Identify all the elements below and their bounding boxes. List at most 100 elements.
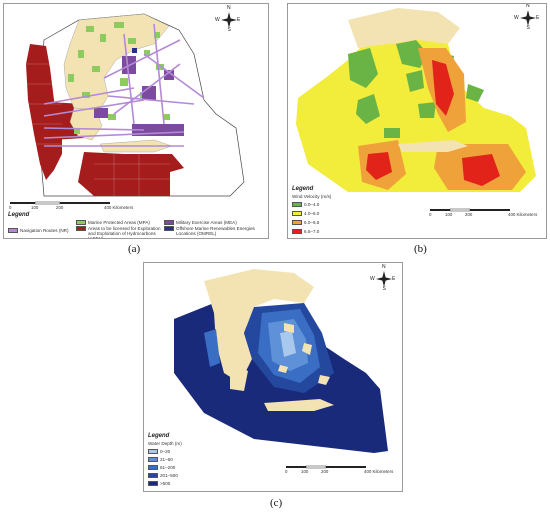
compass-w: W <box>370 276 375 282</box>
land-mainland <box>204 269 314 383</box>
legend-label-aeeh: Areas to be licensed for Exploration and… <box>88 226 161 239</box>
north-arrow-icon <box>221 12 237 28</box>
north-arrow-icon <box>376 271 392 287</box>
scale-bar-c <box>286 465 366 469</box>
navigation-routes <box>43 23 205 147</box>
omrel-site <box>132 48 137 53</box>
compass-rose-b: N S E W <box>514 3 540 31</box>
scale-b-tick-0: 0 <box>429 212 432 217</box>
swatch-mea <box>164 220 174 225</box>
islands <box>230 323 334 411</box>
legend-item-wind-3: 6.0–6.5 <box>292 220 319 225</box>
caption-c: (c) <box>270 497 283 509</box>
swatch-depth-5 <box>148 481 158 486</box>
legend-item-wind-4: 6.5–7.0 <box>292 229 319 234</box>
scale-c-tick-200: 200 <box>321 469 329 474</box>
legend-label-wind-3: 6.0–6.5 <box>304 220 320 225</box>
scale-tick-200: 200 <box>56 205 64 210</box>
block-grid <box>26 63 170 196</box>
swatch-depth-3 <box>148 465 158 470</box>
swatch-mpa <box>76 220 86 225</box>
legend-label-depth-4: 201–500 <box>160 473 178 478</box>
land-north <box>348 8 460 48</box>
compass-s: S <box>227 27 231 33</box>
legend-item-depth-5: >500 <box>148 481 170 486</box>
legend-subtitle-c: Water Depth (m) <box>148 441 182 446</box>
legend-item-omrel: Offshore Marine Renewables Energies Loca… <box>164 226 268 236</box>
swatch-omrel <box>164 226 174 231</box>
legend-title-b: Legend <box>292 186 314 192</box>
compass-e: E <box>237 17 241 23</box>
hydrocarbon-blocks-south <box>78 152 184 196</box>
legend-title-c: Legend <box>148 433 170 439</box>
legend-item-mpa: Marine Protected Areas (MPA) <box>76 220 158 225</box>
compass-w: W <box>514 15 519 21</box>
swatch-depth-4 <box>148 473 158 478</box>
swatch-nr <box>8 228 18 233</box>
compass-rose-c: N S E W <box>370 264 396 292</box>
map-b-canvas <box>296 8 536 212</box>
legend-label-wind-4: 6.5–7.0 <box>304 229 320 234</box>
compass-s: S <box>526 25 530 31</box>
legend-label-mpa: Marine Protected Areas (MPA) <box>88 220 150 225</box>
legend-item-mea: Military Exercise Areas (MEA) <box>164 220 268 225</box>
legend-item-depth-2: 21–60 <box>148 457 173 462</box>
map-c-canvas <box>174 269 388 469</box>
north-arrow-icon <box>520 10 536 26</box>
legend-title-a: Legend <box>8 212 30 218</box>
scale-b-tick-100: 100 <box>445 212 453 217</box>
scale-tick-400: 400 Kilometers <box>104 205 134 210</box>
map-panel-b: 0 100 200 400 Kilometers N S E W Legend … <box>287 3 547 239</box>
legend-item-wind-2: 4.0–6.0 <box>292 211 319 216</box>
compass-rose-a: N S E W <box>215 5 241 33</box>
legend-item-depth-3: 61–200 <box>148 465 175 470</box>
compass-e: E <box>536 15 540 21</box>
swatch-wind-3 <box>292 220 302 225</box>
legend-label-depth-1: 0–20 <box>160 449 171 454</box>
legend-label-mea: Military Exercise Areas (MEA) <box>176 220 237 225</box>
legend-label-depth-3: 61–200 <box>160 465 176 470</box>
legend-subtitle-b: Wind Velocity (m/s) <box>292 194 332 199</box>
legend-label-wind-1: 0.0–4.0 <box>304 202 320 207</box>
legend-label-depth-2: 21–60 <box>160 457 173 462</box>
scale-tick-0: 0 <box>9 205 12 210</box>
legend-item-depth-4: 201–500 <box>148 473 178 478</box>
legend-item-aeeh: Areas to be licensed for Exploration and… <box>76 226 162 239</box>
legend-label-nr: Navigation Routes (NR) <box>20 228 69 233</box>
map-panel-c: 0 100 200 400 Kilometers N S E W Legend … <box>143 262 403 492</box>
wind-zone-6.5-7 <box>366 60 500 186</box>
legend-item-wind-1: 0.0–4.0 <box>292 202 319 207</box>
compass-n: N <box>227 5 231 11</box>
legend-label-depth-5: >500 <box>160 481 171 486</box>
compass-n: N <box>526 3 530 9</box>
caption-a: (a) <box>128 243 141 255</box>
compass-s: S <box>382 286 386 292</box>
legend-item-nr: Navigation Routes (NR) <box>8 228 76 233</box>
scale-c-tick-0: 0 <box>285 469 288 474</box>
scale-bar-b <box>430 208 510 212</box>
swatch-aeeh <box>76 226 86 231</box>
compass-e: E <box>392 276 396 282</box>
legend-label-wind-2: 4.0–6.0 <box>304 211 320 216</box>
scale-tick-100: 100 <box>31 205 39 210</box>
swatch-depth-2 <box>148 457 158 462</box>
legend-item-depth-1: 0–20 <box>148 449 170 454</box>
compass-w: W <box>215 17 220 23</box>
scale-c-tick-400: 400 Kilometers <box>364 469 394 474</box>
map-a-canvas <box>10 13 245 205</box>
land-crete <box>398 140 468 152</box>
swatch-wind-4 <box>292 229 302 234</box>
map-panel-a: 0 100 200 400 Kilometers N S E W Legend … <box>3 3 269 239</box>
swatch-wind-2 <box>292 211 302 216</box>
compass-n: N <box>382 264 386 270</box>
swatch-depth-1 <box>148 449 158 454</box>
scale-b-tick-200: 200 <box>465 212 473 217</box>
scale-b-tick-400: 400 Kilometers <box>508 212 538 217</box>
caption-b: (b) <box>414 243 427 255</box>
mpa-patches <box>68 22 170 134</box>
depth-zone-0-20 <box>280 331 296 357</box>
legend-label-omrel: Offshore Marine Renewables Energies Loca… <box>176 226 255 236</box>
scale-c-tick-100: 100 <box>301 469 309 474</box>
scale-bar <box>10 201 110 205</box>
swatch-wind-1 <box>292 202 302 207</box>
